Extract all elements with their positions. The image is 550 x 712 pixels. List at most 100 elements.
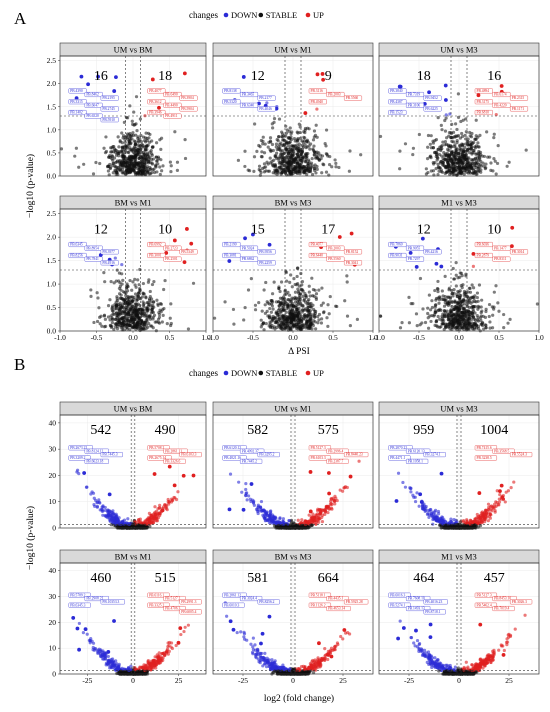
data-point [172, 495, 176, 500]
data-point [282, 142, 286, 146]
data-point [498, 493, 502, 497]
data-point [426, 133, 431, 138]
data-point [421, 504, 425, 508]
data-point [272, 325, 277, 329]
data-point [431, 139, 435, 143]
data-point [487, 314, 491, 319]
data-point [426, 311, 430, 316]
data-point [320, 286, 324, 290]
data-point [494, 112, 498, 117]
data-point [138, 169, 142, 174]
data-point [429, 134, 433, 138]
data-point [107, 492, 112, 497]
data-point [252, 155, 257, 159]
data-point [92, 320, 96, 325]
data-point [102, 271, 106, 275]
data-point [113, 256, 117, 260]
data-point [311, 164, 315, 168]
data-point [308, 324, 312, 328]
data-point [357, 459, 361, 463]
data-point [277, 117, 282, 121]
data-point [145, 317, 149, 321]
data-point [435, 515, 440, 520]
data-point [451, 140, 456, 144]
data-point [144, 131, 148, 135]
data-point [348, 149, 352, 153]
data-point [130, 119, 134, 123]
data-point [313, 315, 317, 319]
data-point [289, 310, 293, 314]
data-point [494, 284, 498, 288]
data-point [464, 137, 468, 141]
data-point [473, 163, 477, 167]
data-point [507, 160, 511, 164]
data-point [277, 145, 281, 149]
data-point [261, 135, 265, 139]
data-point [303, 314, 307, 318]
data-point [435, 519, 440, 523]
data-point [268, 156, 272, 160]
data-point [473, 137, 477, 141]
data-point [509, 485, 513, 490]
data-point [112, 156, 117, 160]
data-point [319, 321, 324, 325]
data-point [446, 147, 450, 152]
data-point [441, 156, 445, 160]
data-point [467, 521, 471, 525]
data-point [76, 468, 80, 472]
data-point [150, 310, 154, 314]
data-point [432, 515, 436, 519]
data-point [452, 517, 456, 522]
data-point [265, 160, 269, 164]
data-point [484, 162, 488, 166]
data-point [469, 147, 473, 151]
data-point [460, 299, 464, 304]
data-point [465, 518, 469, 522]
data-point [280, 130, 284, 134]
data-point [436, 296, 440, 300]
data-point [463, 133, 467, 137]
data-point [169, 164, 173, 168]
data-point [96, 74, 100, 79]
data-point [144, 308, 149, 312]
data-point [324, 170, 329, 174]
data-point [318, 509, 322, 513]
data-point [439, 471, 444, 476]
data-point [313, 320, 317, 324]
data-point [468, 286, 472, 290]
data-point [117, 151, 121, 155]
data-point [147, 278, 151, 282]
data-point [506, 489, 511, 493]
data-point [160, 308, 165, 312]
data-point [91, 172, 96, 176]
data-point [447, 134, 451, 138]
data-point [426, 306, 430, 310]
data-point [411, 302, 415, 306]
data-point [492, 506, 496, 510]
data-point [465, 165, 470, 169]
data-point [174, 497, 179, 502]
data-point [134, 327, 138, 331]
data-point [450, 151, 454, 155]
data-point [292, 152, 296, 156]
data-point [479, 305, 483, 309]
data-point [136, 163, 140, 167]
data-point [439, 148, 443, 153]
data-point [403, 142, 408, 146]
data-point [424, 172, 428, 176]
data-point [291, 313, 296, 317]
data-point [142, 145, 146, 149]
data-point [477, 154, 481, 158]
data-point [434, 298, 438, 302]
data-point [308, 321, 313, 325]
data-point [169, 321, 173, 326]
data-point [307, 160, 311, 164]
data-point [446, 144, 451, 148]
data-point [472, 327, 476, 331]
data-point [79, 74, 84, 79]
data-point [106, 169, 111, 173]
data-point [431, 169, 436, 173]
data-point [326, 154, 330, 158]
data-point [311, 287, 316, 292]
data-point [181, 473, 186, 478]
